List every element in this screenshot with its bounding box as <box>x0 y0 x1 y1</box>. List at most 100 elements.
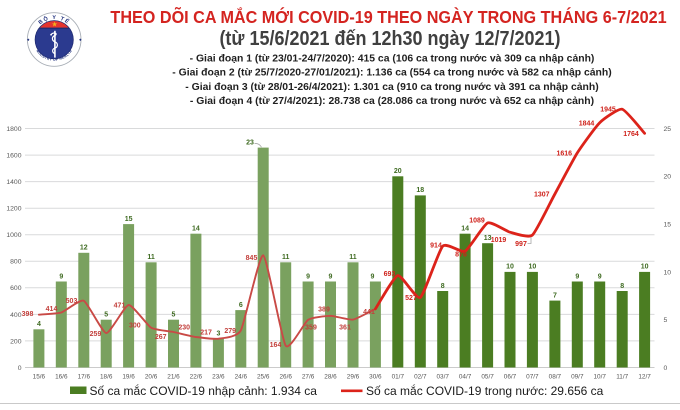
svg-text:1000: 1000 <box>6 232 21 239</box>
svg-text:1800: 1800 <box>6 126 21 133</box>
svg-text:24/6: 24/6 <box>235 374 248 381</box>
svg-text:5: 5 <box>104 312 108 319</box>
svg-text:389: 389 <box>318 307 330 314</box>
svg-text:20: 20 <box>394 168 402 175</box>
svg-text:01/7: 01/7 <box>392 374 405 381</box>
svg-text:17/6: 17/6 <box>78 374 91 381</box>
svg-text:914: 914 <box>430 243 442 250</box>
svg-text:1945: 1945 <box>600 107 616 114</box>
svg-text:15: 15 <box>664 222 672 229</box>
svg-text:9: 9 <box>59 273 63 280</box>
svg-text:1400: 1400 <box>6 179 21 186</box>
svg-text:6: 6 <box>239 302 243 309</box>
svg-text:4: 4 <box>37 321 41 328</box>
svg-text:9: 9 <box>306 273 310 280</box>
svg-text:10/7: 10/7 <box>593 374 606 381</box>
svg-text:21/6: 21/6 <box>167 374 180 381</box>
svg-text:527: 527 <box>405 295 417 302</box>
svg-text:1600: 1600 <box>6 153 21 160</box>
svg-text:28/6: 28/6 <box>324 374 337 381</box>
svg-text:Số ca mắc COVID-19 trong nước:: Số ca mắc COVID-19 trong nước: 29.656 ca <box>366 383 604 398</box>
svg-text:230: 230 <box>178 324 190 331</box>
svg-text:10: 10 <box>664 269 672 276</box>
svg-text:23/6: 23/6 <box>212 374 225 381</box>
svg-text:- Giai đoạn 1 (từ 23/01-24/7/2: - Giai đoạn 1 (từ 23/01-24/7/2020): 415 … <box>190 54 595 65</box>
svg-text:25/6: 25/6 <box>257 374 270 381</box>
svg-text:15/6: 15/6 <box>33 374 46 381</box>
svg-text:876: 876 <box>455 252 467 259</box>
svg-text:997: 997 <box>515 241 527 248</box>
svg-text:08/7: 08/7 <box>549 374 562 381</box>
svg-text:19/6: 19/6 <box>122 374 135 381</box>
svg-text:(từ 15/6/2021 đến 12h30 ngày 1: (từ 15/6/2021 đến 12h30 ngày 12/7/2021) <box>219 28 560 50</box>
svg-text:400: 400 <box>10 312 22 319</box>
svg-text:03/7: 03/7 <box>436 374 449 381</box>
svg-text:503: 503 <box>66 298 78 305</box>
svg-text:1616: 1616 <box>557 151 573 158</box>
svg-text:693: 693 <box>384 271 396 278</box>
svg-text:1200: 1200 <box>6 206 21 213</box>
svg-text:- Giai đoạn 3 (từ 28/01-26/4/2: - Giai đoạn 3 (từ 28/01-26/4/2021): 1.30… <box>185 82 598 93</box>
svg-text:14: 14 <box>192 226 200 233</box>
svg-text:11: 11 <box>147 254 155 261</box>
svg-text:09/7: 09/7 <box>571 374 584 381</box>
svg-text:471: 471 <box>114 303 126 310</box>
svg-text:5: 5 <box>664 317 668 324</box>
svg-text:11/7: 11/7 <box>616 374 628 381</box>
svg-text:9: 9 <box>575 273 579 280</box>
svg-text:16/6: 16/6 <box>55 374 68 381</box>
svg-text:02/7: 02/7 <box>414 374 427 381</box>
svg-text:259: 259 <box>90 331 102 338</box>
svg-text:30/6: 30/6 <box>369 374 382 381</box>
svg-text:359: 359 <box>305 325 317 332</box>
svg-text:13: 13 <box>484 235 492 242</box>
svg-text:0: 0 <box>18 365 22 372</box>
svg-text:- Giai đoạn 2 (từ 25/7/2020-27: - Giai đoạn 2 (từ 25/7/2020-27/01/2021):… <box>172 68 611 79</box>
svg-text:26/6: 26/6 <box>279 374 292 381</box>
svg-text:1764: 1764 <box>623 131 639 138</box>
svg-text:441: 441 <box>363 309 375 316</box>
svg-text:7: 7 <box>553 292 557 299</box>
svg-text:THEO DÕI CA MẮC MỚI COVID-19 T: THEO DÕI CA MẮC MỚI COVID-19 THEO NGÀY T… <box>110 6 666 27</box>
svg-text:18: 18 <box>416 187 424 194</box>
svg-text:12/7: 12/7 <box>638 374 651 381</box>
svg-text:3: 3 <box>216 331 220 338</box>
svg-text:1307: 1307 <box>534 192 550 199</box>
svg-text:8: 8 <box>441 283 445 290</box>
svg-text:07/7: 07/7 <box>526 374 539 381</box>
svg-text:279: 279 <box>224 328 236 335</box>
svg-text:22/6: 22/6 <box>190 374 203 381</box>
svg-text:398: 398 <box>22 311 34 318</box>
svg-text:1844: 1844 <box>579 120 595 127</box>
svg-text:05/7: 05/7 <box>481 374 494 381</box>
svg-text:15: 15 <box>125 216 133 223</box>
svg-text:361: 361 <box>339 325 351 332</box>
svg-text:8: 8 <box>620 283 624 290</box>
svg-text:845: 845 <box>246 255 258 262</box>
svg-text:11: 11 <box>349 254 357 261</box>
svg-text:14: 14 <box>461 226 469 233</box>
svg-text:20: 20 <box>664 174 672 181</box>
svg-text:10: 10 <box>641 264 649 271</box>
svg-text:1019: 1019 <box>491 237 507 244</box>
svg-text:23: 23 <box>246 139 254 146</box>
svg-text:164: 164 <box>270 342 282 349</box>
svg-text:10: 10 <box>529 264 537 271</box>
svg-text:600: 600 <box>10 285 22 292</box>
svg-text:217: 217 <box>200 329 212 336</box>
svg-text:800: 800 <box>10 259 22 266</box>
svg-text:9: 9 <box>598 273 602 280</box>
svg-text:200: 200 <box>10 338 22 345</box>
svg-text:5: 5 <box>172 312 176 319</box>
svg-text:1089: 1089 <box>469 218 485 225</box>
svg-text:18/6: 18/6 <box>100 374 113 381</box>
svg-text:- Giai đoạn 4 (từ 27/4/2021):: - Giai đoạn 4 (từ 27/4/2021): 28.738 ca … <box>190 96 594 107</box>
svg-text:267: 267 <box>155 334 167 341</box>
svg-text:10: 10 <box>506 264 514 271</box>
svg-text:0: 0 <box>664 365 668 372</box>
svg-text:20/6: 20/6 <box>145 374 158 381</box>
svg-text:11: 11 <box>282 254 290 261</box>
svg-text:12: 12 <box>80 245 88 252</box>
svg-text:414: 414 <box>46 306 58 313</box>
svg-text:06/7: 06/7 <box>504 374 517 381</box>
